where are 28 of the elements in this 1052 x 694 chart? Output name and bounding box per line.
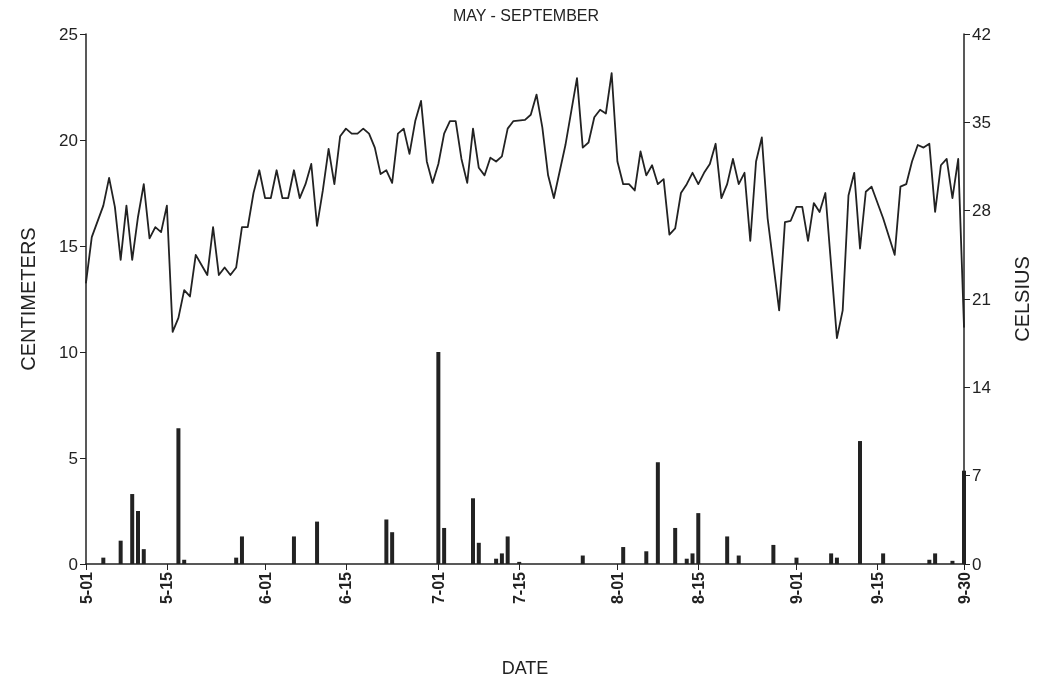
y-axis-title: CENTIMETERS <box>17 227 39 371</box>
chart-title: MAY - SEPTEMBER <box>452 6 600 24</box>
y-tick-label: 5 <box>68 448 78 468</box>
x-tick-label: 9-01 <box>787 571 805 605</box>
y2-tick-label: 28 <box>972 201 991 221</box>
y2-tick-label: 0 <box>972 554 982 574</box>
y-tick-label: 20 <box>59 130 78 150</box>
y2-tick-label: 14 <box>972 377 991 397</box>
y-tick-label: 15 <box>59 236 78 256</box>
y2-tick-label: 7 <box>972 466 982 486</box>
y2-tick-label: 42 <box>972 24 991 44</box>
x-tick-label: 5-01 <box>77 571 95 605</box>
y2-axis-title: CELSIUS <box>1011 256 1033 342</box>
y-tick-label: 25 <box>59 24 78 44</box>
x-tick-label: 8-01 <box>608 571 626 605</box>
x-tick-label: 9-15 <box>868 571 886 605</box>
x-axis-title: DATE <box>501 658 549 678</box>
y2-tick-label: 21 <box>972 289 991 309</box>
x-tick-label: 8-15 <box>689 571 707 605</box>
x-tick-label: 7-15 <box>510 571 528 605</box>
y-tick-label: 0 <box>68 554 78 574</box>
x-tick-label: 6-15 <box>337 571 355 605</box>
y-tick-label: 10 <box>59 342 78 362</box>
x-tick-label: 6-01 <box>256 571 274 605</box>
y2-tick-label: 35 <box>972 112 991 132</box>
x-tick-label: 5-15 <box>158 571 176 605</box>
x-tick-label: 7-01 <box>429 571 447 605</box>
x-tick-label: 9-30 <box>955 571 973 605</box>
